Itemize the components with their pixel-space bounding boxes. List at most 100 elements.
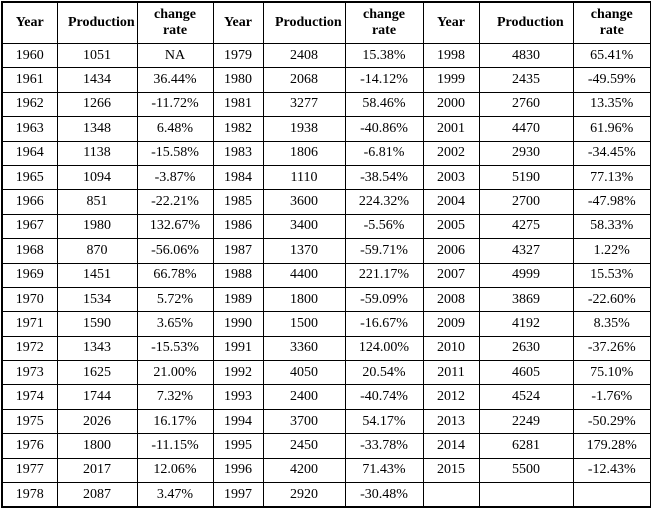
table-cell: 5.72% [136,286,214,313]
table-cell: 2004 [422,189,480,215]
table-cell: 4275 [478,213,574,240]
table-cell: 1451 [56,262,138,288]
column-header-label: Year [437,14,465,30]
table-cell: 1961 [1,67,58,93]
table-cell: -15.53% [136,335,214,362]
table-body: 1960 1051 NA 1979 2408 15.38% 1998 4830 65.41% 19… [1,42,651,508]
column-header-label: Year [15,14,44,30]
table-cell: 1971 [1,311,58,337]
table-cell: -14.12% [344,67,424,93]
table-cell: -40.74% [344,384,424,410]
table-cell: 75.10% [572,360,651,386]
table-cell: -33.78% [344,433,424,459]
table-row: 1973 1625 21.00% 1992 4050 20.54% 2011 4605 75.1… [1,360,651,386]
table-cell: 1969 [1,262,58,288]
table-cell: 3400 [262,213,346,240]
table-cell: 5190 [478,164,574,191]
table-row: 1976 1800 -11.15% 1995 2450 -33.78% 2014 6281 17… [1,433,651,459]
table-cell: 71.43% [344,457,424,484]
table-cell: 1967 [1,213,58,240]
table-cell: 1500 [262,311,346,337]
table-cell: 1051 [56,42,138,69]
column-header-label: Production [275,14,342,30]
table-cell: 1974 [1,384,58,410]
table-cell: 1998 [422,42,480,69]
table-cell: 1266 [56,91,138,118]
table-row: 1963 1348 6.48% 1982 1938 -40.86% 2001 4470 61.9… [1,116,651,142]
table-cell: 1991 [212,335,264,362]
column-header-label: change rate [363,6,405,38]
table-cell: 5500 [478,457,574,484]
table-cell: -3.87% [136,164,214,191]
table-cell: 1094 [56,164,138,191]
table-cell: 3700 [262,408,346,435]
table-row: 1964 1138 -15.58% 1983 1806 -6.81% 2002 2930 -34… [1,140,651,166]
table-cell: 179.28% [572,433,651,459]
table-cell: 12.06% [136,457,214,484]
table-cell: 2700 [478,189,574,215]
table-cell: 2005 [422,213,480,240]
column-header-label: Production [68,14,135,30]
header-row: Year Production change rate Year Production c… [1,1,651,44]
table-cell: 8.35% [572,311,651,337]
table-cell: 1983 [212,140,264,166]
table-cell: -12.43% [572,457,651,484]
table-cell: 870 [56,238,138,264]
table-cell: 1138 [56,140,138,166]
table-cell: -50.29% [572,408,651,435]
table-cell: 1993 [212,384,264,410]
column-header-change-rate-3: change rate [572,1,651,44]
table-cell: 1370 [262,238,346,264]
table-cell: -16.67% [344,311,424,337]
table-cell: 224.32% [344,189,424,215]
table-cell: 4192 [478,311,574,337]
table-cell: NA [136,42,214,69]
column-header-label: change rate [590,6,633,38]
table-cell: 4524 [478,384,574,410]
table-cell: -22.60% [572,286,651,313]
table-cell: 2920 [262,482,346,508]
table-cell: 36.44% [136,67,214,93]
table-cell: 58.46% [344,91,424,118]
column-header-label: Year [224,14,252,30]
table-cell: 2400 [262,384,346,410]
table-cell: 2408 [262,42,346,69]
table-cell: 77.13% [572,164,651,191]
table-cell: 1987 [212,238,264,264]
table-cell: 1965 [1,164,58,191]
table-cell: -59.09% [344,286,424,313]
table-cell [572,482,651,508]
table-row: 1971 1590 3.65% 1990 1500 -16.67% 2009 4192 8.35… [1,311,651,337]
table-cell: 4200 [262,457,346,484]
table-cell: 3277 [262,91,346,118]
table-cell: -49.59% [572,67,651,93]
table-cell: -56.06% [136,238,214,264]
table-cell: -34.45% [572,140,651,166]
table-cell: 61.96% [572,116,651,142]
table-cell: 2087 [56,482,138,508]
table-cell: 1989 [212,286,264,313]
table-cell: 1976 [1,433,58,459]
table-cell: 1980 [212,67,264,93]
table-row: 1967 1980 132.67% 1986 3400 -5.56% 2005 4275 58.… [1,213,651,240]
table-cell: 1978 [1,482,58,508]
column-header-year-1: Year [1,1,58,44]
table-cell: 1996 [212,457,264,484]
column-header-label: change rate [154,6,196,38]
table-cell: 124.00% [344,335,424,362]
table-cell: 4050 [262,360,346,386]
table-cell: -6.81% [344,140,424,166]
table-cell: 2006 [422,238,480,264]
table-row: 1962 1266 -11.72% 1981 3277 58.46% 2000 2760 13.… [1,91,651,118]
table-cell: -47.98% [572,189,651,215]
column-header-change-rate-1: change rate [136,1,214,44]
table-row: 1975 2026 16.17% 1994 3700 54.17% 2013 2249 -50.… [1,408,651,435]
table-cell: 2008 [422,286,480,313]
table-cell: 2003 [422,164,480,191]
table-cell: 1979 [212,42,264,69]
table-row: 1961 1434 36.44% 1980 2068 -14.12% 1999 2435 -49… [1,67,651,93]
table-row: 1978 2087 3.47% 1997 2920 -30.48% [1,482,651,508]
table-cell: 1625 [56,360,138,386]
table-cell: -40.86% [344,116,424,142]
